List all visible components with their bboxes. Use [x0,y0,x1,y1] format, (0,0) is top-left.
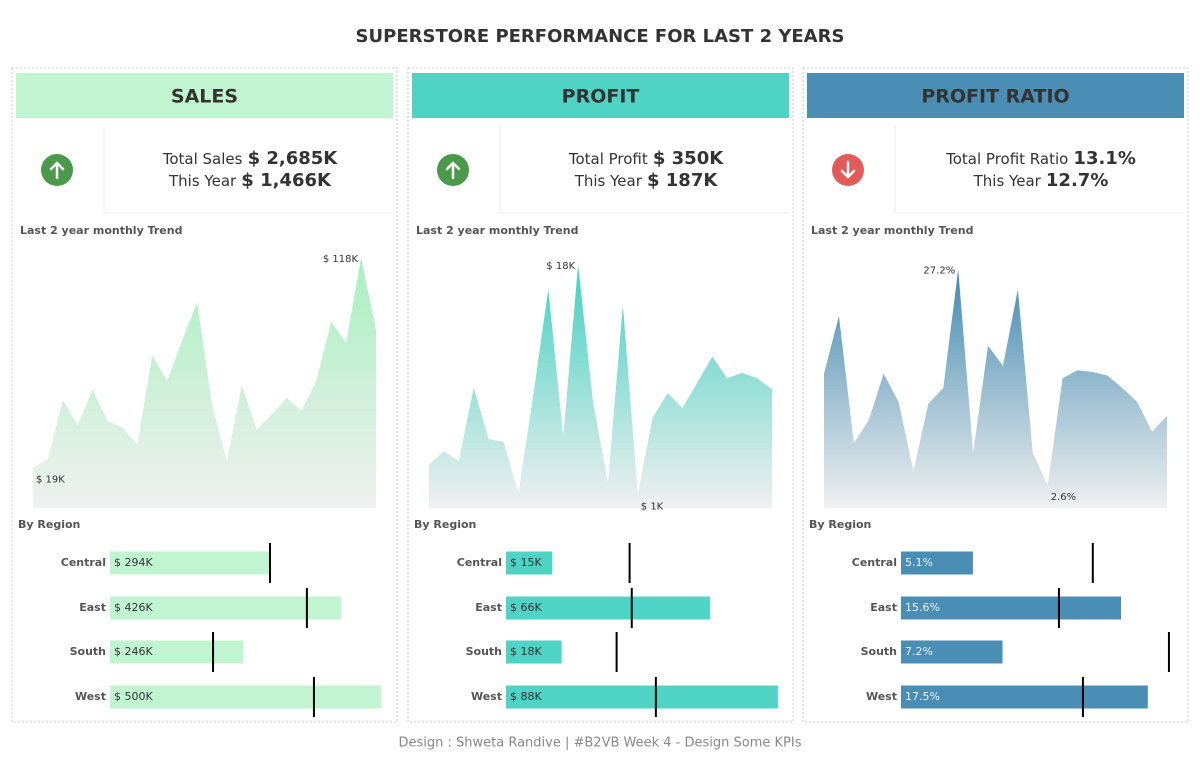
bar-label: 17.5% [905,690,940,703]
bar [506,640,562,664]
kpi-line: Total Profit Ratio 13.1% [945,148,1136,169]
region-label: Central [61,556,106,569]
kpi-label: This Year [168,172,237,190]
bar-label: $ 246K [114,645,153,658]
kpi-label: Total Profit [568,150,648,168]
bar-label: $ 15K [510,556,542,569]
section-title: By Region [18,518,80,531]
kpi-value: $ 350K [653,148,724,169]
kpi-value: $ 1,466K [241,170,332,191]
kpi-value: $ 2,685K [248,148,339,169]
bar [901,551,973,575]
region-label: West [75,690,106,703]
kpi-line: Total Profit $ 350K [568,148,724,169]
trend-label: 2.6% [1051,492,1076,503]
section-title: By Region [809,518,871,531]
kpi-line: This Year $ 187K [574,170,719,191]
section-title: By Region [414,518,476,531]
region-label: East [870,601,897,614]
arrow [840,160,856,179]
section-title: Last 2 year monthly Trend [811,224,973,237]
trend-label: $ 1K [641,501,664,512]
trend-area [429,264,772,508]
region-label: East [79,601,106,614]
bar [110,551,270,575]
panel-header [412,73,789,118]
panel-border [407,67,794,723]
bar-label: 15.6% [905,601,940,614]
kpi-label: Total Profit Ratio [945,150,1068,168]
region-label: South [70,645,106,658]
kpi-label: Total Sales [162,150,243,168]
panel-border [11,67,398,723]
bar [901,685,1148,709]
bar-label: $ 426K [114,601,153,614]
panel-border [802,67,1189,723]
kpi-line: This Year $ 1,466K [168,170,332,191]
trend-area [33,258,376,508]
bar [110,596,342,620]
region-label: Central [457,556,502,569]
kpi-value: 13.1% [1073,148,1135,169]
panel-header-text: PROFIT [562,86,640,108]
trend-label: $ 19K [36,475,65,486]
kpi-label: This Year [574,172,643,190]
region-label: Central [852,556,897,569]
bar [506,551,553,575]
bar-label: 7.2% [905,645,933,658]
arrow [445,161,461,180]
kpi-value: 12.7% [1046,170,1108,191]
region-label: West [471,690,502,703]
panel-header [16,73,393,118]
bar [901,640,1003,664]
panel-header-text: PROFIT RATIO [921,86,1069,108]
bar-label: $ 88K [510,690,542,703]
arrow [49,161,65,180]
footer: Design : Shweta Randive | #B2VB Week 4 -… [399,736,802,751]
trend-label: $ 118K [323,254,359,265]
dashboard-title: SUPERSTORE PERFORMANCE FOR LAST 2 YEARS [356,26,845,47]
region-label: South [861,645,897,658]
bar [901,596,1121,620]
bar-label: $ 500K [114,690,153,703]
section-title: Last 2 year monthly Trend [20,224,182,237]
bar [506,596,710,620]
kpi-value: $ 187K [647,170,718,191]
region-label: West [866,690,897,703]
bar-label: $ 294K [114,556,153,569]
trend-label: 27.2% [923,265,955,276]
trend-area [824,269,1167,508]
panel-header [807,73,1184,118]
region-label: South [466,645,502,658]
kpi-line: Total Sales $ 2,685K [162,148,339,169]
panel-header-text: SALES [171,86,238,108]
bar-label: $ 66K [510,601,542,614]
region-label: East [475,601,502,614]
bar [110,640,244,664]
kpi-line: This Year 12.7% [973,170,1109,191]
bar-label: $ 18K [510,645,542,658]
section-title: Last 2 year monthly Trend [416,224,578,237]
kpi-label: This Year [973,172,1042,190]
bar-label: 5.1% [905,556,933,569]
bar [506,685,778,709]
trend-label: $ 18K [546,261,575,272]
